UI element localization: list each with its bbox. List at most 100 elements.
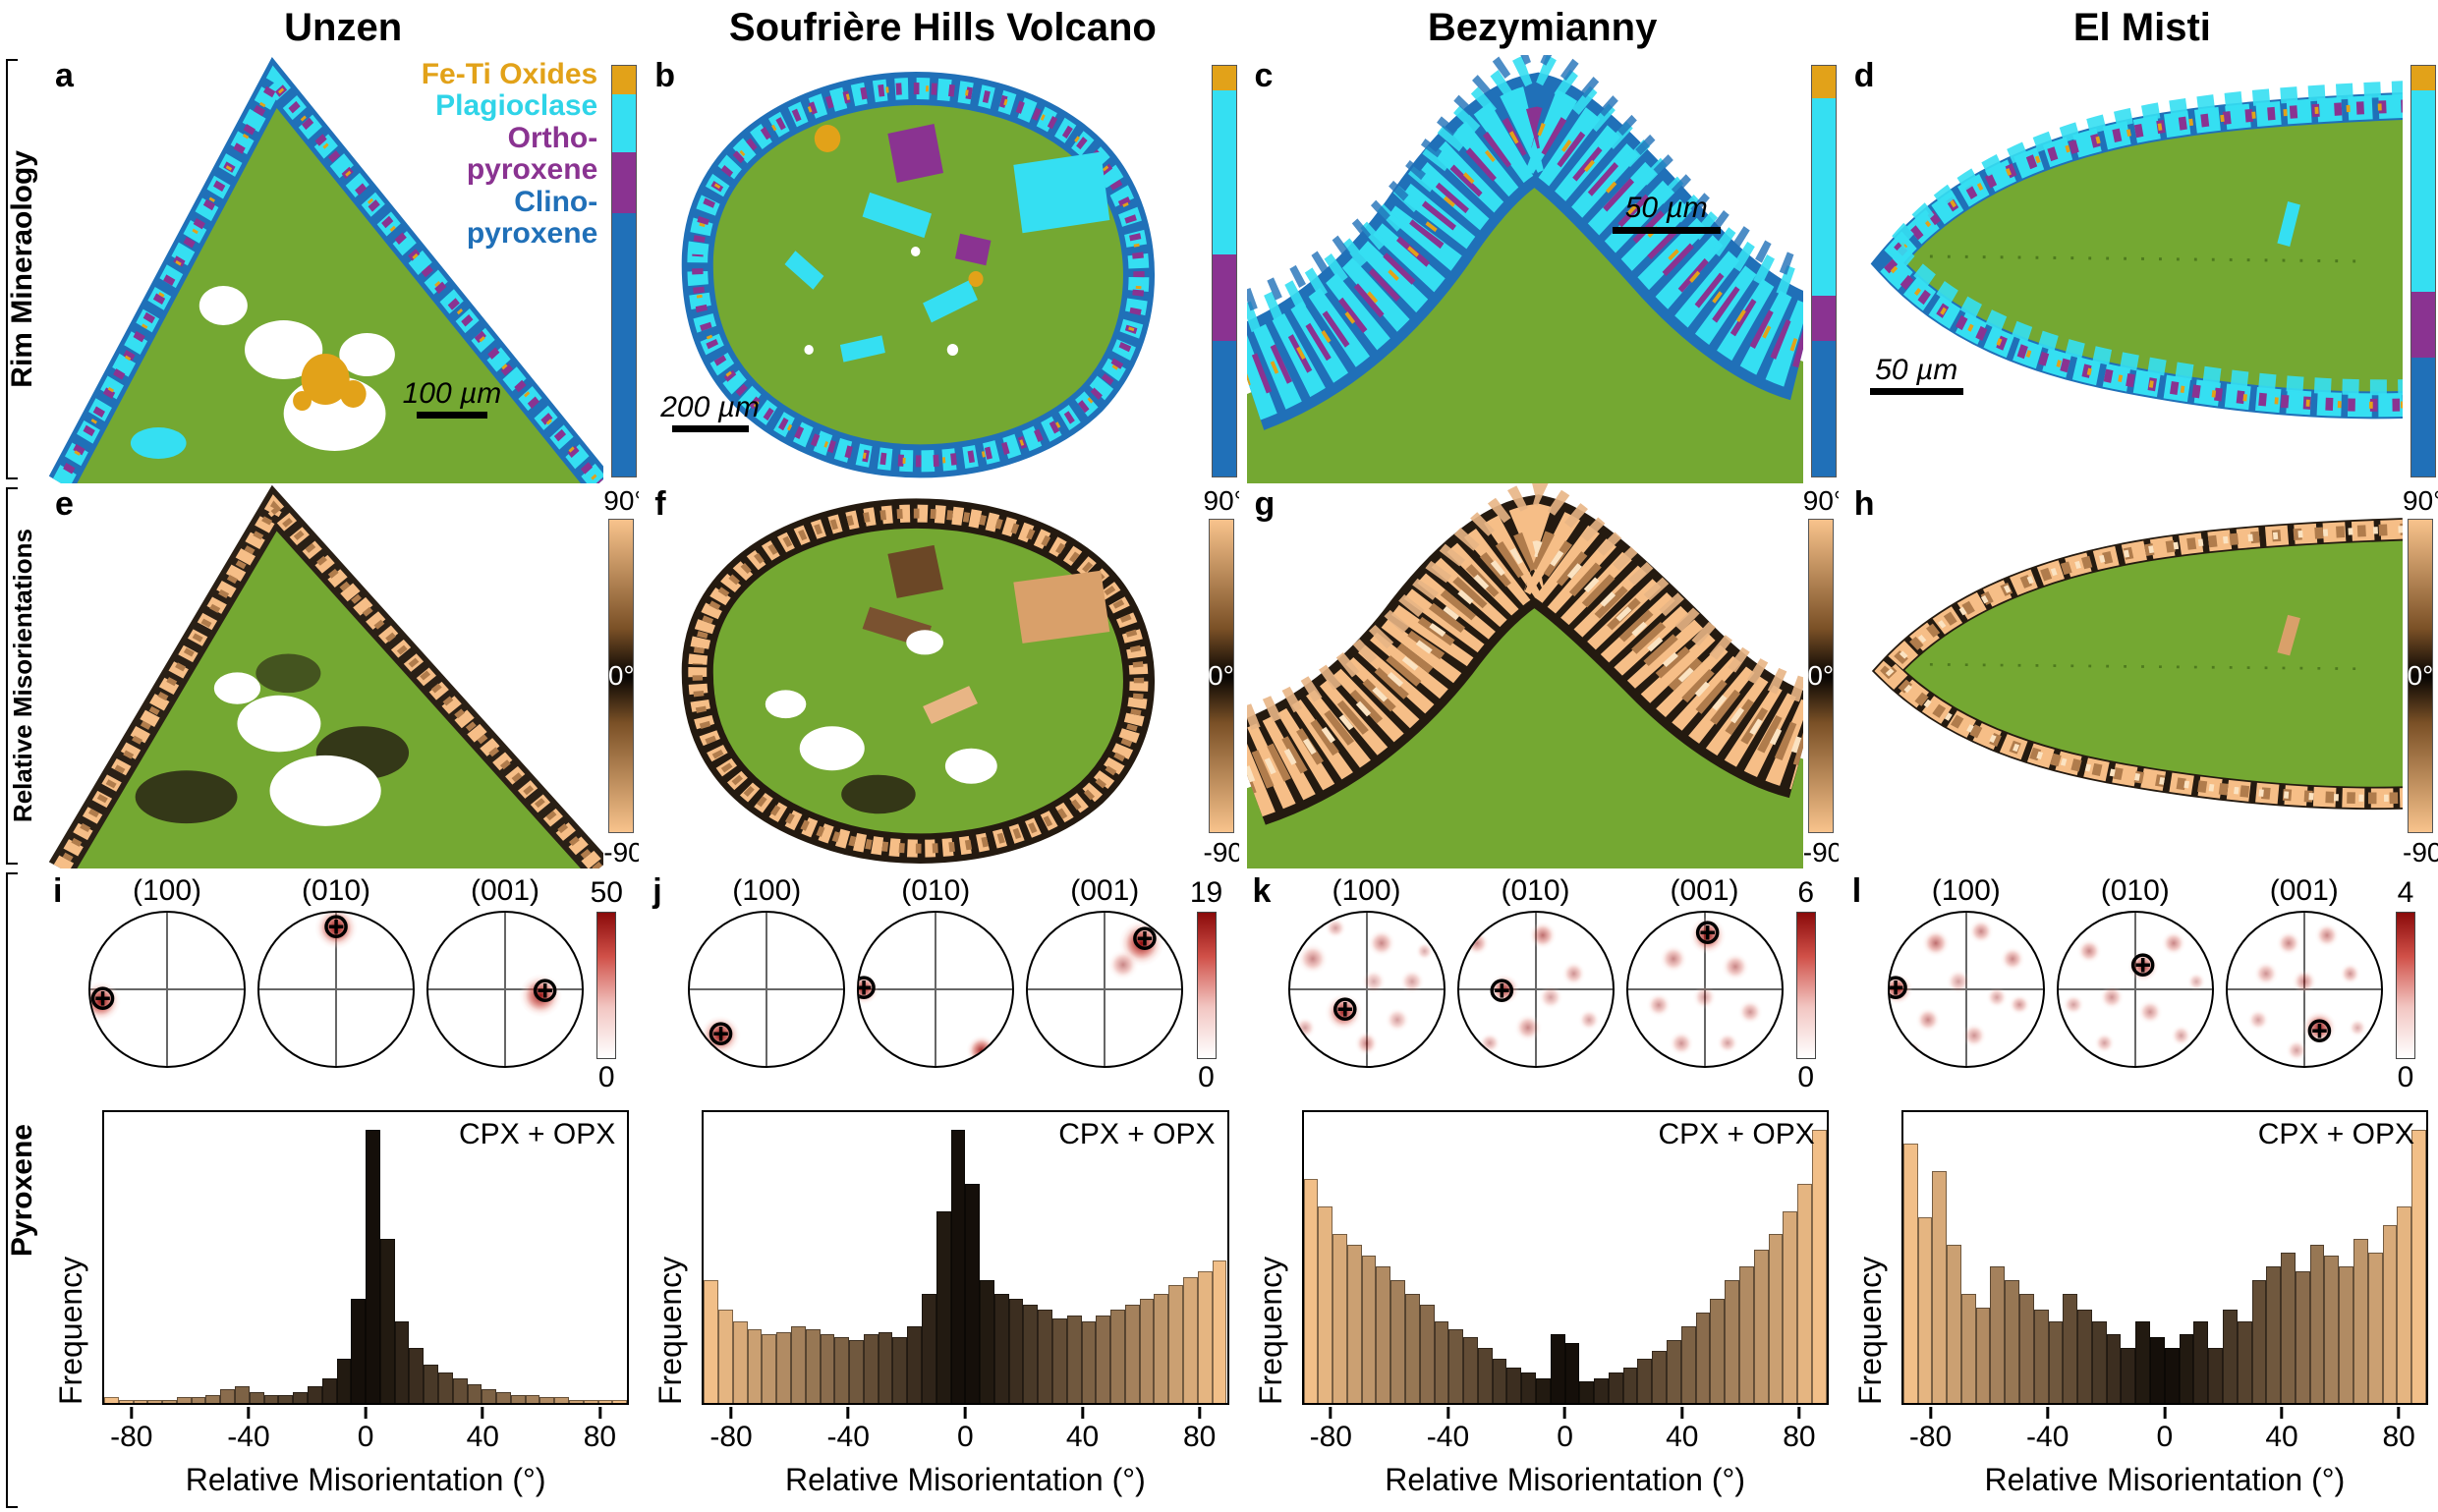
pole-circle-010: ⊕ [257, 911, 415, 1068]
plane-label: (100) [132, 874, 202, 907]
colorbar-gradient [1208, 519, 1234, 833]
pole-circle-001: ⊕ [1625, 911, 1784, 1068]
hist-x-axis: -80 -40 0 40 80 [702, 1407, 1228, 1458]
misorientation-panel-bezymianny: g 90° 0° -90° [1246, 483, 1839, 868]
plane-label: (001) [2269, 874, 2339, 907]
scale-bar-label: 200 µm [660, 390, 760, 423]
colorbar-max-label: 90° [1203, 485, 1239, 516]
row-label-text: Relative Misorientations [7, 529, 37, 823]
panel-letter: h [1853, 485, 1875, 523]
plane-label: (001) [470, 874, 540, 907]
misorientation-histogram: CPX + OPX [102, 1110, 630, 1405]
hist-x-axis: -80 -40 0 40 80 [1901, 1407, 2428, 1458]
plane-label: (010) [301, 874, 371, 907]
hist-annotation: CPX + OPX [1658, 1118, 1815, 1150]
plane-label: (100) [1931, 874, 2001, 907]
colorbar-max-label: 90° [603, 485, 639, 516]
pole-colorbar-max: 6 [1797, 876, 1815, 909]
pole-figures: (100) ⊕ (010) ⊕ (001) ⊕ [1287, 874, 1784, 1068]
plane-label: (001) [1670, 874, 1739, 907]
pole-figure: (010) ⊕ [2056, 874, 2214, 1068]
pole-colorbar-min: 0 [597, 1061, 615, 1093]
misorientation-histogram: CPX + OPX [702, 1110, 1229, 1405]
row-label-rim-mineralogy: Rim Mineraology [0, 55, 45, 483]
scale-bar: 200 µm [660, 390, 760, 432]
x-tick-label: 0 [1557, 1421, 1573, 1453]
misorientation-histogram: CPX + OPX [1301, 1110, 1829, 1405]
histogram-panel-bezymianny: Frequency CPX + OPX -80 -40 0 40 80 Rela… [1247, 1096, 1839, 1512]
legend-feti-oxides: Fe-Ti Oxides [421, 58, 598, 90]
column-title-unzen: Unzen [284, 5, 403, 49]
pole-colorbar-max: 50 [590, 876, 623, 909]
misorientation-map-soufriere [682, 498, 1156, 864]
misorientation-map-area [47, 483, 604, 868]
hist-xlabel: Relative Misorientation (°) [785, 1462, 1146, 1497]
mineral-map-bezymianny [1246, 55, 1803, 483]
row-label-text: Pyroxene [6, 1123, 38, 1258]
pole-figure: (001) ⊕ [1625, 874, 1784, 1068]
hist-xlabel: Relative Misorientation (°) [1984, 1462, 2346, 1497]
pole-figure: (010) ⊕ [1456, 874, 1615, 1068]
pole-circle-010: ⊕ [2056, 911, 2214, 1068]
mineral-panel-soufriere: b [647, 55, 1238, 483]
hist-xlabel: Relative Misorientation (°) [185, 1462, 546, 1497]
scale-bar-line [1869, 388, 1963, 395]
x-tick-label: 80 [583, 1421, 617, 1453]
hist-annotation: CPX + OPX [1058, 1118, 1216, 1150]
pole-figure: (001) ⊕ [1026, 874, 1184, 1068]
misorientation-colorbar: 90° 0° -90° [1803, 483, 1839, 868]
x-tick-label: -80 [1908, 1421, 1953, 1453]
colorbar-gradient [608, 519, 635, 833]
misorientation-map-bezymianny [1246, 483, 1803, 868]
pole-circle-010: ⊕ [857, 911, 1015, 1068]
pole-panel-soufriere: j (100) ⊕ (010) ⊕ (001) ⊕ 19 0 [647, 868, 1238, 1096]
legend-plagioclase: Plagioclase [435, 89, 598, 123]
pole-colorbar-gradient [596, 912, 617, 1059]
colorbar-gradient [1807, 519, 1834, 833]
x-tick-label: 0 [957, 1421, 974, 1453]
scale-bar-line [671, 425, 749, 432]
pole-colorbar-min: 0 [2397, 1061, 2414, 1093]
hist-ylabel: Frequency [652, 1256, 689, 1405]
row-label-relative-misorientations: Relative Misorientations [0, 483, 45, 868]
panel-letter: c [1254, 57, 1274, 94]
histogram-panel-elmisti: Frequency CPX + OPX -80 -40 0 40 80 Rela… [1846, 1096, 2438, 1512]
legend-orthopyroxene-line2: pyroxene [466, 153, 598, 187]
misorientation-map-area [647, 483, 1203, 868]
colorbar-zero-label: 0° [607, 660, 635, 691]
panel-letter: j [652, 872, 662, 910]
pole-circle-100: ⊕ [1887, 911, 2045, 1068]
panel-letter: f [654, 485, 666, 523]
colorbar-zero-label: 0° [1208, 660, 1234, 691]
colorbar-min-label: -90° [1802, 837, 1839, 868]
misorientation-colorbar: 90° 0° -90° [1204, 483, 1239, 868]
colorbar-gradient [2408, 519, 2433, 833]
colorbar-zero-label: 0° [2407, 660, 2434, 691]
pole-panel-unzen: i (100) ⊕ (010) ⊕ (001) ⊕ 50 0 [47, 868, 639, 1096]
mineral-map-elmisti [1870, 81, 2403, 420]
mineral-panel-unzen: a Fe-Ti Oxides Plagioclase Ortho- pyroxe… [47, 55, 639, 483]
pole-figures: (100) ⊕ (010) ⊕ (001) ⊕ [688, 874, 1184, 1068]
hist-xlabel: Relative Misorientation (°) [1385, 1462, 1745, 1497]
pole-panel-bezymianny: k (100) ⊕ (010) ⊕ (001) ⊕ 6 0 [1247, 868, 1839, 1096]
misorientation-panel-unzen: e 90° 0° -90° [47, 483, 639, 868]
colorbar-zero-label: 0° [1807, 660, 1835, 691]
pole-figure: (010) ⊕ [857, 874, 1015, 1068]
misorientation-histogram: CPX + OPX [1900, 1110, 2428, 1405]
histogram-panel-unzen: Frequency CPX + OPX -80 -40 0 40 80 Rela… [47, 1096, 639, 1512]
mineral-map-area [647, 55, 1203, 483]
histogram-panel-soufriere: Frequency CPX + OPX -80 -40 0 40 80 Rela… [647, 1096, 1238, 1512]
row-label-pyroxene: Pyroxene [0, 868, 45, 1512]
scale-bar: 50 µm [1612, 193, 1721, 234]
pole-colorbar-gradient [2396, 912, 2415, 1059]
pole-colorbar-max: 4 [2397, 876, 2414, 909]
pole-colorbar: 19 0 [1184, 876, 1229, 1094]
panel-letter: g [1254, 485, 1276, 523]
phase-proportion-bar [1810, 65, 1837, 477]
colorbar-max-label: 90° [1802, 485, 1839, 516]
plane-label: (010) [1501, 874, 1570, 907]
x-tick-label: -40 [826, 1421, 870, 1453]
mineral-panel-elmisti: d 50 µm [1846, 55, 2438, 483]
misorientation-map-area [1846, 483, 2403, 868]
x-tick-label: -80 [709, 1421, 753, 1453]
